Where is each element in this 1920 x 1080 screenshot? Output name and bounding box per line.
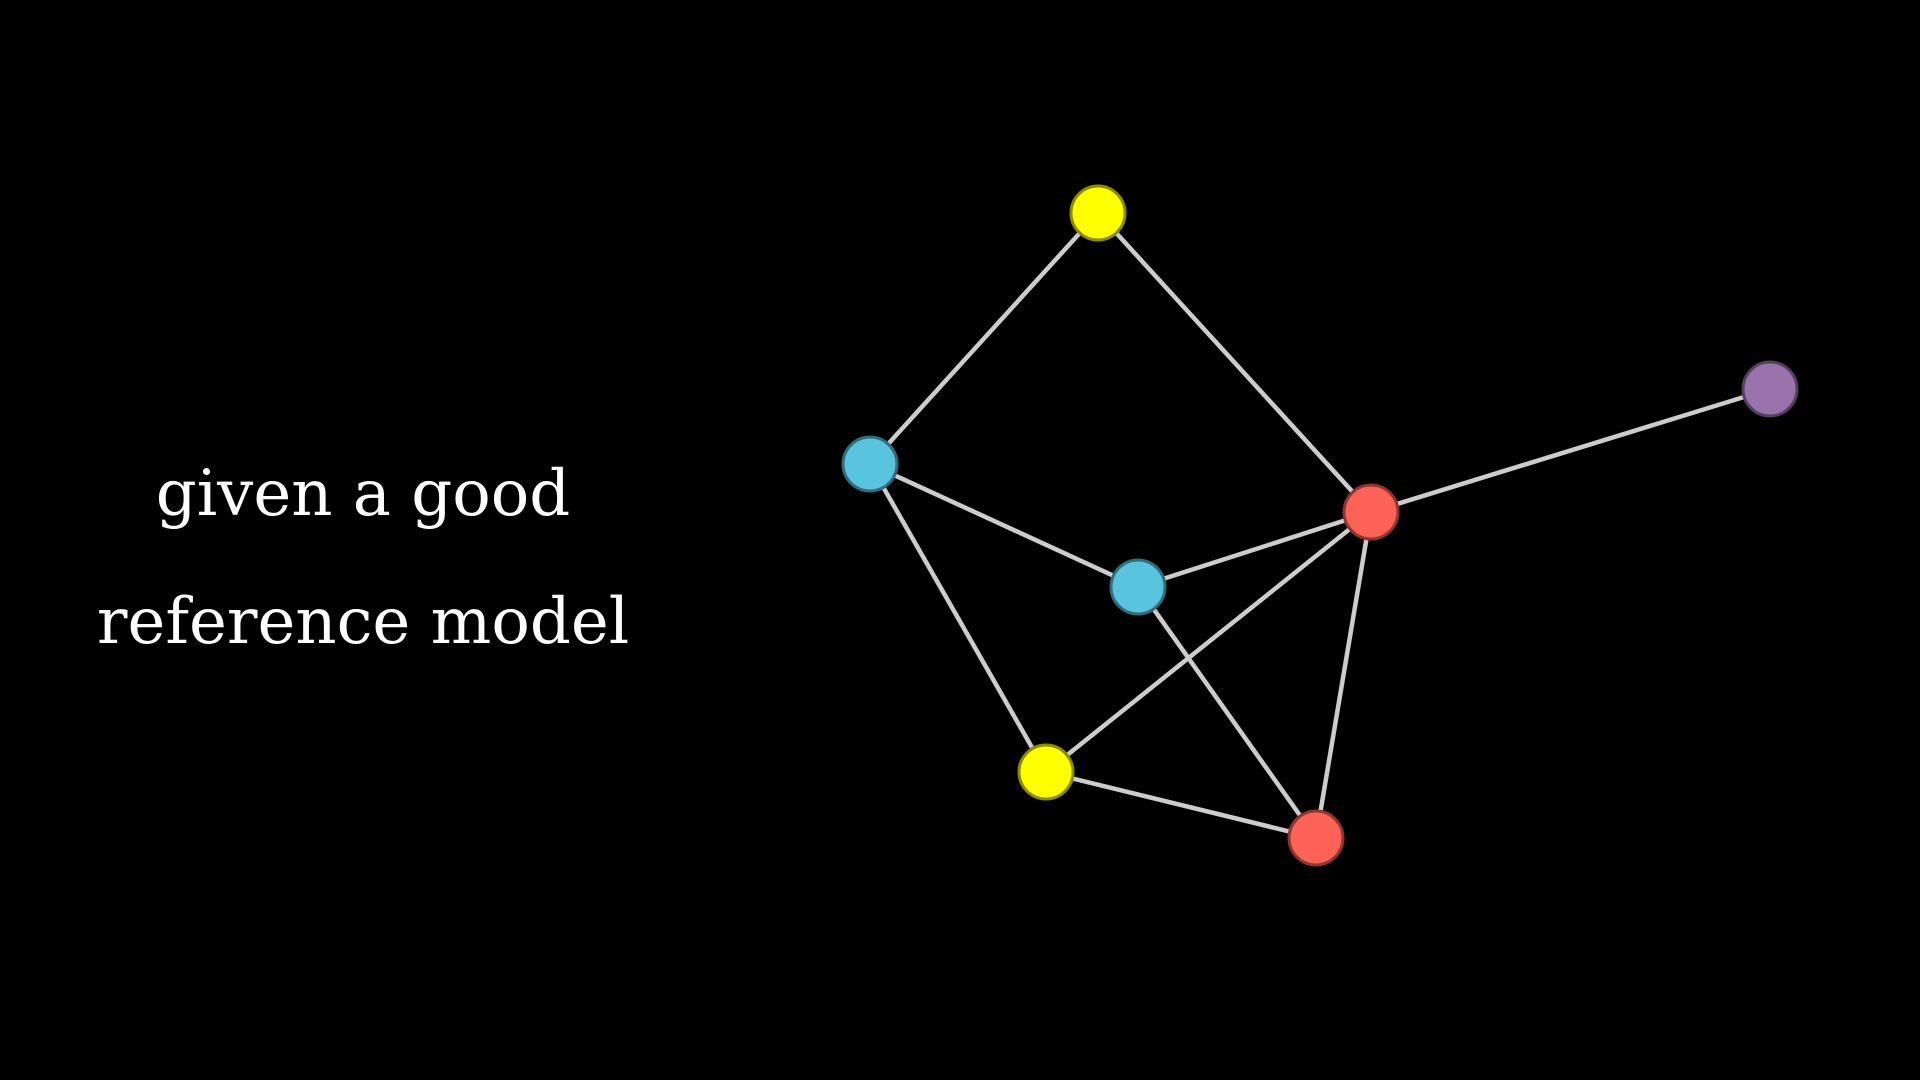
edge-yellow-top-to-red-center [1095,210,1374,515]
graph-edges [867,210,1773,841]
caption: given a good reference model [0,430,726,686]
edge-blue-center-to-red-bottom [1135,584,1319,841]
edge-blue-left-to-blue-center [867,461,1141,590]
edge-blue-center-to-red-center [1135,509,1374,590]
graph-nodes [841,184,1799,867]
node-yellow-top [1069,184,1127,242]
node-blue-center [1109,558,1167,616]
node-blue-left [841,435,899,493]
edge-red-center-to-purple-right [1368,386,1773,515]
edge-blue-left-to-yellow-bottom [867,461,1049,775]
edge-red-center-to-yellow-bottom [1043,509,1374,775]
caption-line-1: given a good [155,457,571,531]
edge-yellow-bottom-to-red-bottom [1043,769,1319,841]
edge-red-center-to-red-bottom [1313,509,1374,841]
edge-yellow-top-to-blue-left [867,210,1101,467]
node-yellow-bottom [1017,743,1075,801]
node-purple-right [1741,360,1799,418]
node-red-center [1342,483,1400,541]
caption-line-2: reference model [96,585,630,659]
node-red-bottom [1287,809,1345,867]
